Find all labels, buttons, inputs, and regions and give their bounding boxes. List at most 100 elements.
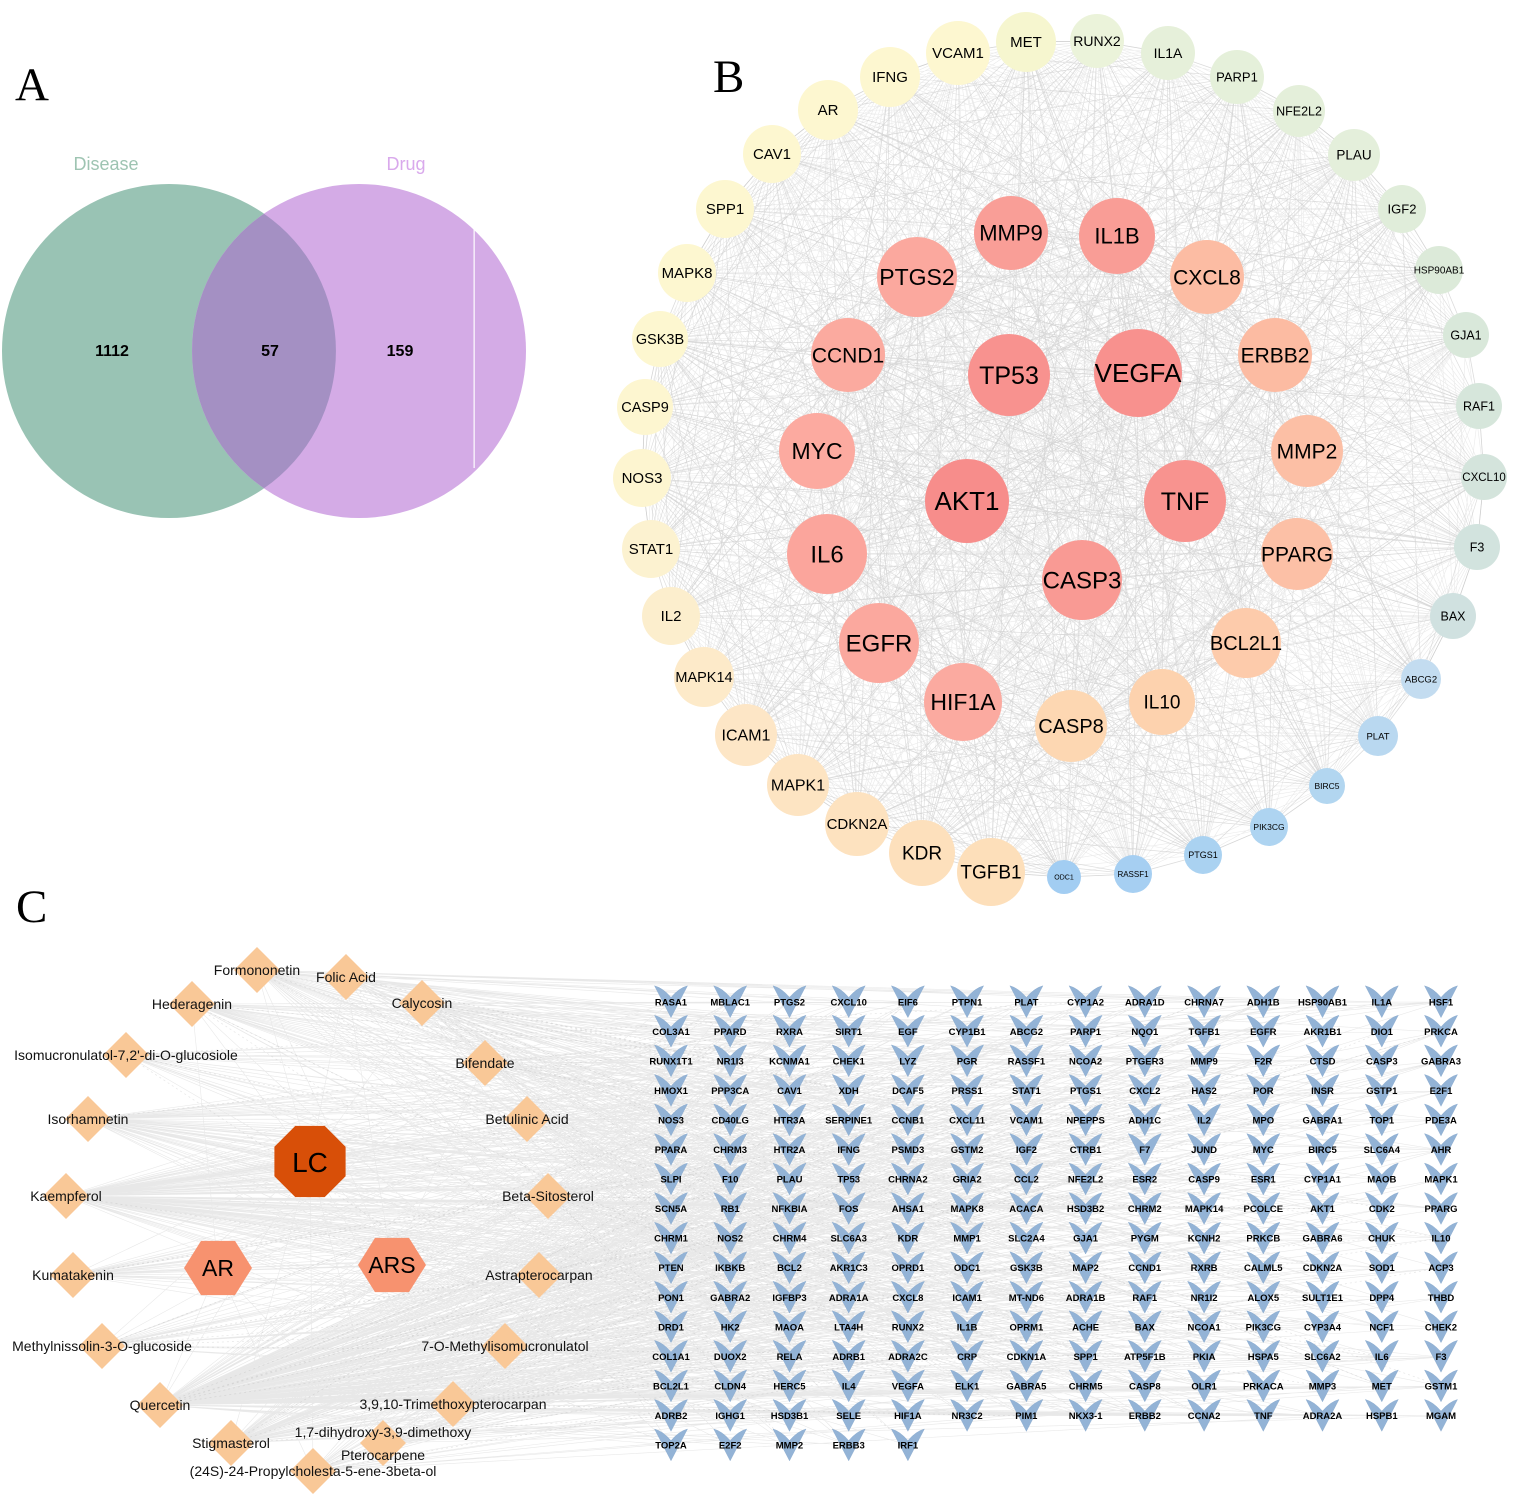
svg-text:NR1I3: NR1I3 (717, 1056, 744, 1067)
svg-text:PLAT: PLAT (1366, 731, 1389, 742)
svg-text:ERBB2: ERBB2 (1241, 344, 1310, 367)
svg-text:ESR1: ESR1 (1251, 1175, 1277, 1186)
svg-text:Methylnissolin-3-O-glucoside: Methylnissolin-3-O-glucoside (12, 1338, 192, 1354)
svg-text:IGFBP3: IGFBP3 (772, 1293, 806, 1304)
svg-text:FOS: FOS (839, 1204, 859, 1215)
svg-text:RASSF1: RASSF1 (1008, 1056, 1046, 1067)
svg-text:(24S)-24-Propylcholesta-5-ene-: (24S)-24-Propylcholesta-5-ene-3beta-ol (190, 1463, 437, 1479)
svg-text:NOS2: NOS2 (717, 1234, 743, 1245)
svg-text:PTGER3: PTGER3 (1126, 1056, 1164, 1067)
svg-text:ADRA1A: ADRA1A (829, 1293, 869, 1304)
svg-text:Calycosin: Calycosin (392, 995, 453, 1011)
svg-text:IFNG: IFNG (837, 1145, 860, 1156)
svg-text:NOS3: NOS3 (622, 470, 663, 487)
svg-text:ADRB2: ADRB2 (655, 1411, 688, 1422)
svg-text:IGF2: IGF2 (1016, 1145, 1037, 1156)
svg-text:TP53: TP53 (837, 1175, 860, 1186)
svg-text:ADRB1: ADRB1 (832, 1352, 865, 1363)
svg-text:PLAU: PLAU (1336, 148, 1371, 163)
svg-text:SPP1: SPP1 (706, 201, 744, 218)
svg-text:CXCL10: CXCL10 (1462, 472, 1505, 484)
svg-text:MMP2: MMP2 (776, 1441, 803, 1452)
svg-text:IKBKB: IKBKB (715, 1263, 745, 1274)
svg-text:RUNX2: RUNX2 (1073, 33, 1121, 49)
svg-text:ICAM1: ICAM1 (952, 1293, 982, 1304)
svg-text:MAPK1: MAPK1 (771, 778, 825, 795)
svg-text:CD40LG: CD40LG (711, 1116, 748, 1127)
svg-text:NFKBIA: NFKBIA (772, 1204, 808, 1215)
svg-text:POR: POR (1253, 1086, 1274, 1097)
svg-text:DPP4: DPP4 (1369, 1293, 1395, 1304)
svg-text:CASP3: CASP3 (1366, 1056, 1398, 1067)
svg-text:NCOA2: NCOA2 (1069, 1056, 1102, 1067)
svg-text:HMOX1: HMOX1 (654, 1086, 689, 1097)
svg-text:CDKN1A: CDKN1A (1007, 1352, 1047, 1363)
svg-text:PSMD3: PSMD3 (892, 1145, 925, 1156)
svg-text:BCL2L1: BCL2L1 (653, 1382, 690, 1393)
svg-text:IL6: IL6 (1375, 1352, 1389, 1363)
svg-text:IL6: IL6 (810, 541, 843, 568)
svg-text:ACACA: ACACA (1009, 1204, 1043, 1215)
svg-text:NKX3-1: NKX3-1 (1069, 1411, 1104, 1422)
svg-text:Quercetin: Quercetin (130, 1397, 191, 1413)
svg-text:ELK1: ELK1 (955, 1382, 980, 1393)
svg-text:IL10: IL10 (1431, 1234, 1450, 1245)
svg-text:ABCG2: ABCG2 (1010, 1027, 1043, 1038)
svg-text:AKR1C3: AKR1C3 (830, 1263, 868, 1274)
svg-text:57: 57 (261, 343, 279, 360)
svg-text:ERBB3: ERBB3 (833, 1441, 865, 1452)
svg-text:ADH1B: ADH1B (1247, 997, 1280, 1008)
svg-text:CXCL2: CXCL2 (1129, 1086, 1160, 1097)
svg-text:HK2: HK2 (721, 1322, 740, 1333)
svg-text:SLC2A4: SLC2A4 (1008, 1234, 1045, 1245)
svg-text:GJA1: GJA1 (1450, 328, 1481, 342)
svg-text:RASSF1: RASSF1 (1117, 870, 1149, 879)
svg-text:NQO1: NQO1 (1131, 1027, 1159, 1038)
svg-text:TOP1: TOP1 (1369, 1116, 1394, 1127)
svg-text:F3: F3 (1435, 1352, 1446, 1363)
svg-text:AR: AR (202, 1255, 234, 1281)
svg-text:PTGS1: PTGS1 (1070, 1086, 1102, 1097)
svg-text:ACP3: ACP3 (1428, 1263, 1453, 1274)
svg-text:INSR: INSR (1311, 1086, 1334, 1097)
svg-text:TNF: TNF (1161, 488, 1210, 516)
svg-text:TNF: TNF (1254, 1411, 1273, 1422)
svg-text:CCL2: CCL2 (1014, 1175, 1039, 1186)
svg-text:CCND1: CCND1 (1128, 1263, 1161, 1274)
svg-text:159: 159 (387, 343, 414, 360)
svg-text:HAS2: HAS2 (1191, 1086, 1216, 1097)
svg-text:Disease: Disease (73, 154, 138, 174)
svg-text:CTSD: CTSD (1310, 1056, 1336, 1067)
svg-text:ADRA2A: ADRA2A (1303, 1411, 1343, 1422)
svg-text:MYC: MYC (791, 438, 842, 464)
svg-text:ALOX5: ALOX5 (1247, 1293, 1279, 1304)
svg-text:BCL2L1: BCL2L1 (1210, 633, 1282, 655)
svg-text:GABRA6: GABRA6 (1302, 1234, 1342, 1245)
svg-text:PPARA: PPARA (655, 1145, 688, 1156)
svg-text:CALML5: CALML5 (1244, 1263, 1283, 1274)
svg-text:MET: MET (1010, 34, 1042, 51)
svg-text:RAF1: RAF1 (1463, 399, 1495, 413)
svg-text:CASP3: CASP3 (1043, 567, 1122, 594)
svg-text:PTGS2: PTGS2 (774, 997, 805, 1008)
svg-text:IL1B: IL1B (1094, 224, 1139, 249)
svg-text:STAT1: STAT1 (1012, 1086, 1041, 1097)
svg-text:PPARG: PPARG (1424, 1204, 1457, 1215)
svg-text:IRF1: IRF1 (898, 1441, 919, 1452)
svg-text:XDH: XDH (839, 1086, 859, 1097)
svg-text:CLDN4: CLDN4 (714, 1382, 746, 1393)
svg-text:CAV1: CAV1 (777, 1086, 802, 1097)
svg-text:RAF1: RAF1 (1132, 1293, 1158, 1304)
svg-text:MYC: MYC (1253, 1145, 1274, 1156)
svg-text:PTGS2: PTGS2 (879, 264, 954, 290)
svg-text:TOP2A: TOP2A (655, 1441, 687, 1452)
svg-text:SLC6A2: SLC6A2 (1304, 1352, 1340, 1363)
svg-text:Stigmasterol: Stigmasterol (192, 1435, 270, 1451)
svg-text:OPRD1: OPRD1 (892, 1263, 925, 1274)
svg-text:PIK3CG: PIK3CG (1253, 822, 1284, 832)
svg-text:EGF: EGF (898, 1027, 918, 1038)
svg-text:PPARD: PPARD (714, 1027, 747, 1038)
svg-text:CDK2: CDK2 (1369, 1204, 1395, 1215)
svg-text:ARS: ARS (368, 1252, 415, 1278)
svg-text:C: C (16, 881, 47, 933)
